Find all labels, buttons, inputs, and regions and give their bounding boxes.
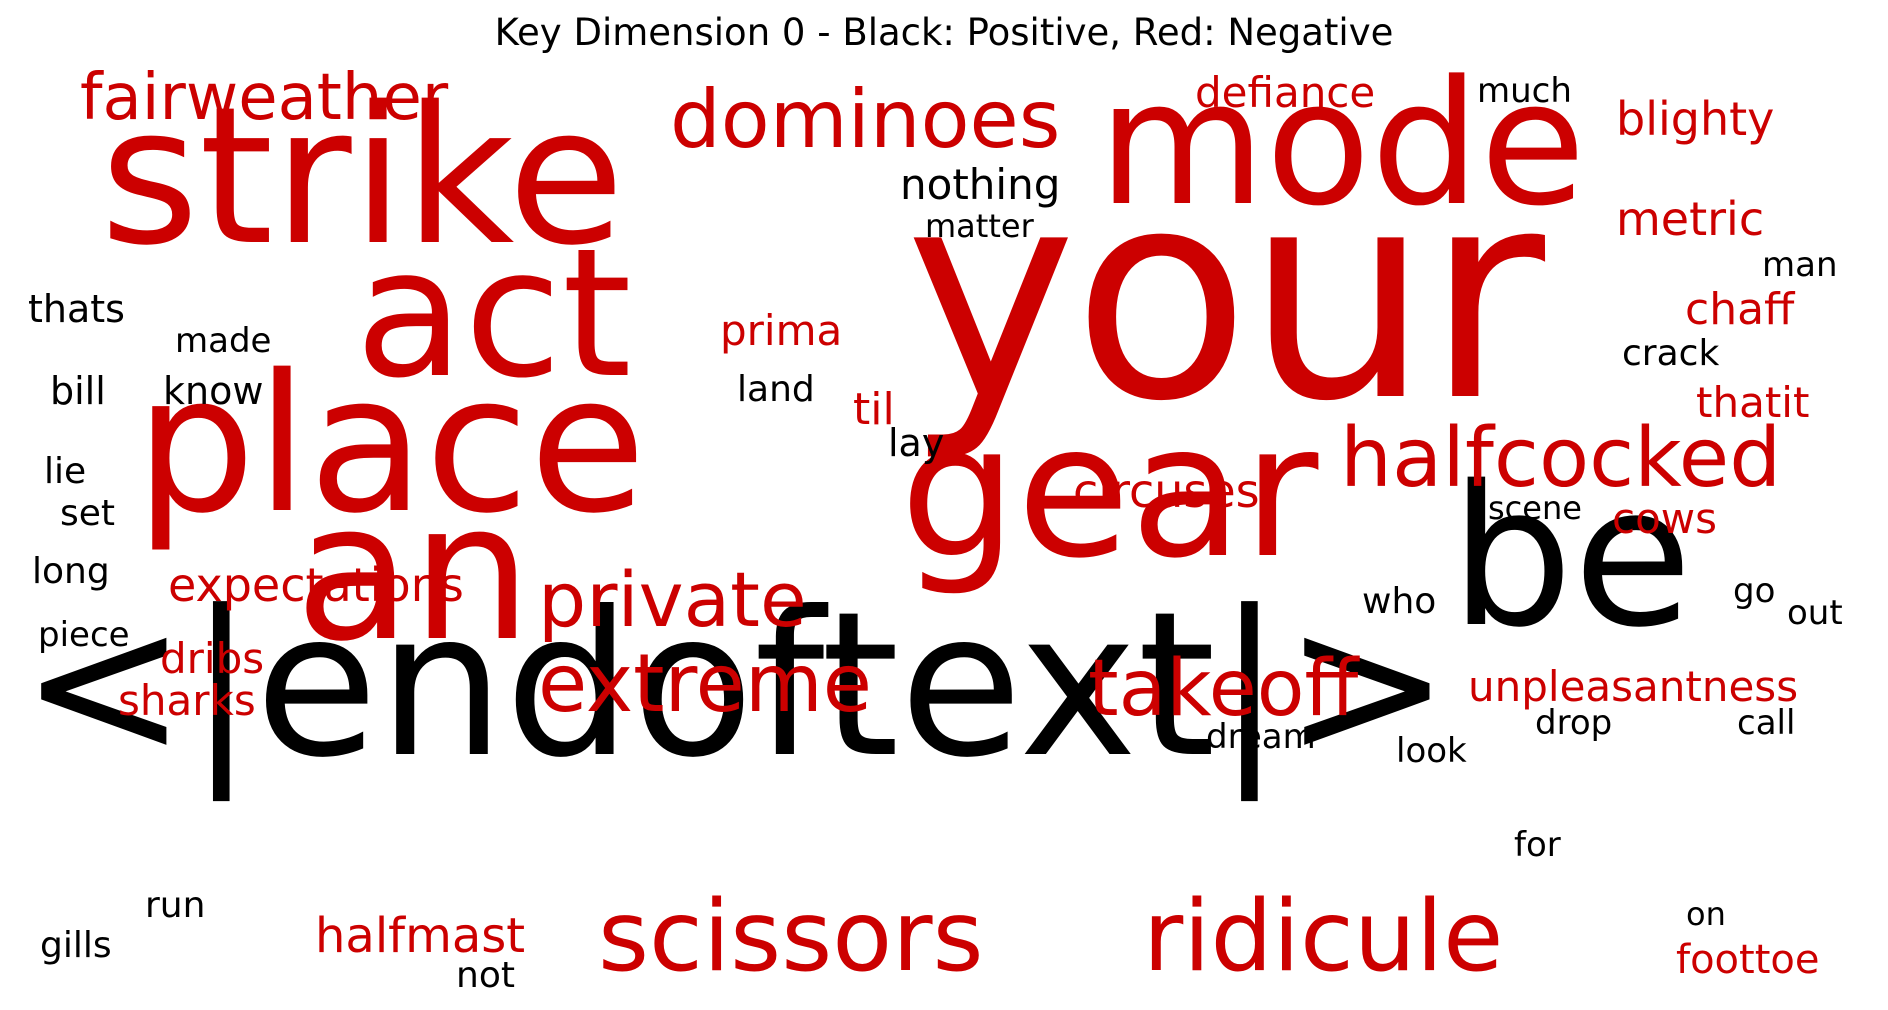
word-call: call	[1737, 703, 1796, 743]
word-for: for	[1514, 825, 1561, 865]
word-halfmast: halfmast	[315, 908, 526, 964]
word-gills: gills	[40, 925, 112, 966]
word-dominoes: dominoes	[670, 73, 1061, 166]
word-who: who	[1362, 581, 1437, 622]
word-circuses: circuses	[1073, 464, 1260, 518]
word-man: man	[1762, 245, 1838, 285]
word-scene: scene	[1488, 489, 1582, 527]
word-expectations: expectations	[168, 558, 464, 612]
word-mode: mode	[1098, 43, 1586, 244]
word-til: til	[853, 384, 895, 435]
word-cows: cows	[1612, 494, 1718, 543]
word-thatit: thatit	[1696, 378, 1810, 427]
word-piece: piece	[38, 615, 130, 655]
word-strike: strike	[100, 66, 625, 287]
word-act: act	[355, 210, 632, 417]
word-thats: thats	[28, 287, 125, 331]
word-bill: bill	[50, 369, 106, 413]
word-nothing: nothing	[900, 160, 1061, 209]
word-long: long	[32, 551, 110, 592]
word-fairweather: fairweather	[80, 61, 449, 135]
word-go: go	[1733, 571, 1776, 611]
word-endoftext: <|endoftext|>	[20, 569, 1451, 802]
word-ridicule: ridicule	[1143, 880, 1504, 994]
word-on: on	[1686, 895, 1726, 933]
word-run: run	[145, 885, 206, 926]
word-made: made	[175, 321, 272, 361]
word-an: an	[295, 462, 532, 683]
word-much: much	[1477, 71, 1572, 111]
word-land: land	[737, 369, 815, 410]
word-place: place	[135, 334, 647, 555]
word-look: look	[1396, 731, 1467, 771]
word-chaff: chaff	[1685, 284, 1795, 335]
word-prima: prima	[720, 306, 843, 355]
word-private: private	[538, 555, 807, 644]
word-gear: gear	[900, 385, 1319, 599]
word-metric: metric	[1616, 192, 1765, 246]
word-unpleasantness: unpleasantness	[1468, 662, 1799, 711]
word-extreme: extreme	[538, 637, 873, 730]
word-defiance: defiance	[1195, 68, 1376, 117]
word-foottoe: foottoe	[1676, 937, 1820, 983]
word-halfcocked: halfcocked	[1340, 411, 1782, 506]
word-set: set	[60, 493, 116, 534]
word-dream: dream	[1206, 717, 1316, 757]
word-out: out	[1787, 593, 1843, 633]
word-dribs: dribs	[160, 634, 265, 683]
word-matter: matter	[925, 207, 1034, 245]
word-sharks: sharks	[118, 676, 256, 725]
word-scissors: scissors	[598, 880, 984, 994]
word-crack: crack	[1622, 333, 1720, 374]
word-lie: lie	[44, 451, 87, 492]
word-be: be	[1450, 444, 1693, 670]
word-lay: lay	[888, 421, 945, 465]
word-blighty: blighty	[1616, 92, 1775, 146]
figure-title: Key Dimension 0 - Black: Positive, Red: …	[494, 11, 1394, 54]
word-your: your	[905, 128, 1545, 465]
word-drop: drop	[1535, 703, 1613, 743]
word-know: know	[163, 369, 264, 413]
word-takeoff: takeoff	[1088, 644, 1359, 734]
word-not: not	[456, 955, 515, 996]
